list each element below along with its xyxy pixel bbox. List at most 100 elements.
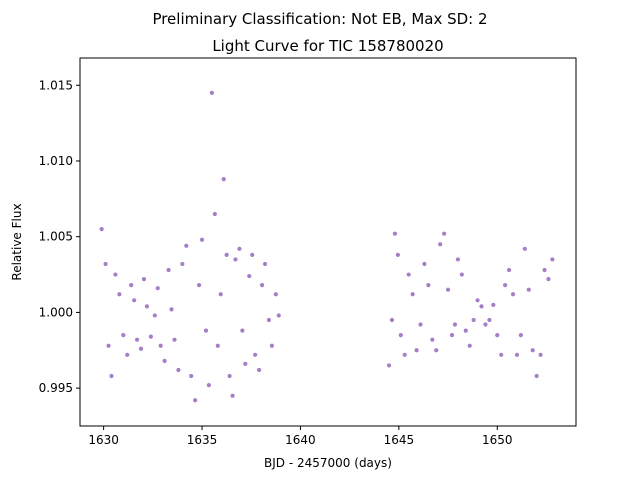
data-point <box>176 367 181 373</box>
data-point <box>445 287 451 292</box>
data-point <box>257 367 262 373</box>
data-point <box>471 317 476 323</box>
data-point <box>148 334 153 339</box>
data-point <box>141 277 147 282</box>
data-point <box>247 273 252 279</box>
data-point <box>155 286 160 291</box>
data-point <box>392 231 398 236</box>
data-point <box>233 257 238 262</box>
data-point <box>491 302 496 307</box>
data-point <box>442 231 447 236</box>
data-point <box>487 317 492 323</box>
y-axis-label: Relative Flux <box>10 203 24 280</box>
data-point <box>262 261 268 267</box>
y-tick-label: 1.010 <box>39 154 73 168</box>
y-tick-label: 1.015 <box>39 78 73 92</box>
data-point <box>180 261 185 267</box>
data-point <box>410 292 415 297</box>
data-point <box>395 252 400 257</box>
x-tick-label: 1645 <box>384 433 415 447</box>
data-point <box>103 261 108 267</box>
data-point <box>215 343 220 348</box>
data-point <box>452 322 458 327</box>
data-point <box>430 337 435 342</box>
y-tick-label: 1.000 <box>39 305 73 319</box>
data-point <box>514 352 520 357</box>
data-point <box>224 252 229 257</box>
data-point <box>134 337 140 342</box>
data-point <box>386 363 392 368</box>
data-point <box>503 283 508 288</box>
data-point <box>422 261 427 267</box>
data-point <box>459 272 464 277</box>
data-point <box>276 313 281 318</box>
data-point <box>538 352 543 357</box>
data-point <box>132 298 137 303</box>
data-point <box>138 346 144 351</box>
data-point <box>506 267 512 273</box>
data-point <box>530 348 535 353</box>
data-point <box>483 322 488 327</box>
data-point <box>542 267 547 273</box>
data-point <box>196 283 202 288</box>
data-point <box>398 333 403 338</box>
x-axis-label: BJD - 2457000 (days) <box>264 456 392 470</box>
data-point <box>406 272 411 277</box>
y-axis: 0.995 1.000 1.005 1.010 1.015 <box>39 78 80 395</box>
data-point <box>172 337 177 342</box>
data-point <box>449 333 455 338</box>
data-point <box>227 373 232 379</box>
data-point <box>166 267 171 273</box>
data-points <box>99 90 555 403</box>
data-point <box>495 333 500 338</box>
data-point <box>414 348 419 353</box>
data-point <box>438 242 443 247</box>
data-point <box>546 277 551 282</box>
data-point <box>158 343 163 348</box>
data-point <box>106 343 111 348</box>
y-tick-label: 0.995 <box>39 381 73 395</box>
x-tick-label: 1630 <box>88 433 119 447</box>
data-point <box>522 246 527 251</box>
data-point <box>510 292 516 297</box>
x-tick-label: 1640 <box>285 433 316 447</box>
data-point <box>152 313 157 318</box>
data-point <box>463 328 468 333</box>
data-point <box>418 322 423 327</box>
y-tick-label: 1.005 <box>39 230 73 244</box>
data-point <box>266 317 272 323</box>
data-point <box>125 352 130 357</box>
data-point <box>455 257 460 262</box>
data-point <box>253 352 258 357</box>
data-point <box>129 283 134 288</box>
data-point <box>203 328 209 333</box>
data-point <box>426 283 431 288</box>
data-point <box>212 211 217 217</box>
data-point <box>221 177 226 182</box>
data-point <box>189 373 194 379</box>
data-point <box>209 90 214 95</box>
x-tick-label: 1635 <box>187 433 218 447</box>
data-point <box>113 272 118 277</box>
data-point <box>269 343 274 348</box>
data-point <box>402 352 407 357</box>
data-point <box>144 304 150 309</box>
data-point <box>230 393 235 398</box>
data-point <box>199 237 205 242</box>
data-point <box>121 333 126 338</box>
data-point <box>206 383 212 388</box>
x-axis: 1630 1635 1640 1645 1650 <box>88 426 513 447</box>
data-point <box>117 292 122 297</box>
data-point <box>467 343 472 348</box>
data-point <box>162 358 167 363</box>
data-point <box>550 257 555 262</box>
data-point <box>534 373 539 379</box>
data-point <box>518 333 523 338</box>
data-point <box>193 398 198 403</box>
data-point <box>99 227 104 232</box>
data-point <box>499 352 504 357</box>
data-point <box>237 246 242 251</box>
data-point <box>250 252 255 257</box>
data-point <box>184 243 189 248</box>
